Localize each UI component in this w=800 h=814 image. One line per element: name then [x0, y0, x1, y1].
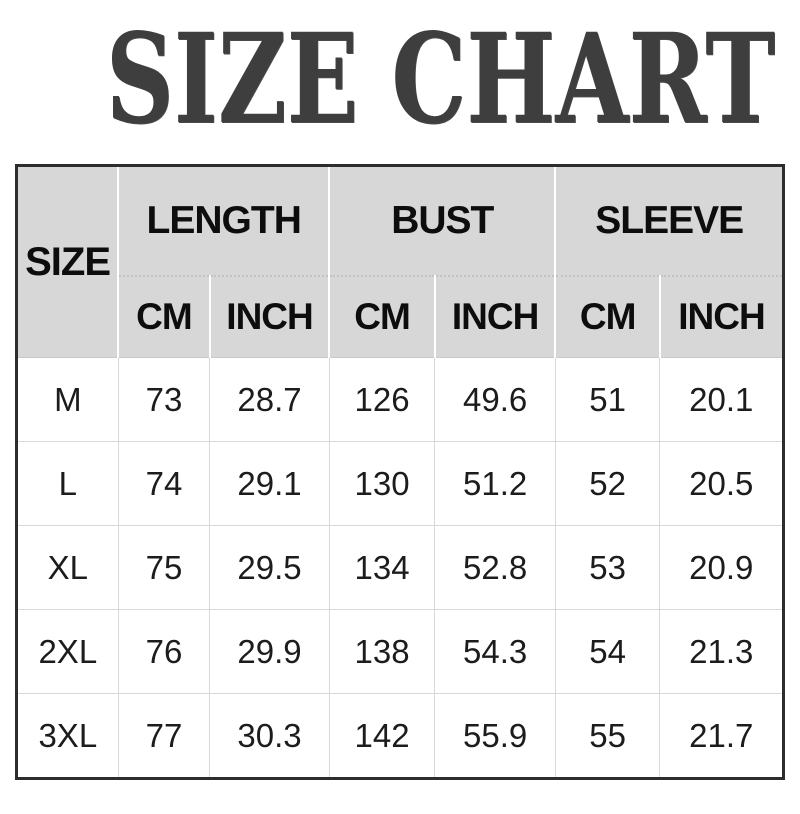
size-chart-table: SIZE LENGTH BUST SLEEVE CM INCH CM INCH … — [15, 164, 785, 780]
value-cell: 53 — [554, 525, 661, 610]
value-cell: 29.1 — [209, 441, 330, 526]
column-group-bust: BUST — [328, 165, 557, 277]
column-subheader-bust-inch: INCH — [433, 276, 557, 358]
page-title-text: SIZE CHART — [105, 7, 776, 152]
column-subheader-length-inch: INCH — [208, 276, 331, 358]
table-row: L 74 29.1 130 51.2 52 20.5 — [16, 441, 784, 526]
value-cell: 73 — [117, 357, 211, 442]
table-row: XL 75 29.5 134 52.8 53 20.9 — [16, 525, 784, 610]
value-cell: 55 — [554, 693, 661, 779]
column-subheader-sleeve-inch: INCH — [658, 276, 785, 358]
size-cell: XL — [16, 525, 119, 610]
value-cell: 54 — [554, 609, 661, 694]
value-cell: 77 — [117, 693, 211, 779]
size-cell: 2XL — [16, 609, 119, 694]
value-cell: 20.9 — [659, 525, 784, 610]
value-cell: 126 — [328, 357, 436, 442]
value-cell: 49.6 — [434, 357, 556, 442]
value-cell: 75 — [117, 525, 211, 610]
size-cell: 3XL — [16, 693, 119, 779]
table-body: M 73 28.7 126 49.6 51 20.1 L 74 29.1 130… — [16, 357, 784, 779]
value-cell: 20.5 — [659, 441, 784, 526]
column-group-length: LENGTH — [117, 165, 331, 277]
value-cell: 51.2 — [434, 441, 556, 526]
column-subheader-sleeve-cm: CM — [554, 276, 661, 358]
value-cell: 29.9 — [209, 609, 330, 694]
value-cell: 138 — [328, 609, 436, 694]
value-cell: 28.7 — [209, 357, 330, 442]
size-cell: M — [16, 357, 119, 442]
column-group-sleeve: SLEEVE — [554, 165, 785, 277]
table-row: 3XL 77 30.3 142 55.9 55 21.7 — [16, 693, 784, 779]
value-cell: 76 — [117, 609, 211, 694]
page-title: SIZE CHART — [0, 14, 800, 146]
value-cell: 55.9 — [434, 693, 556, 779]
column-subheader-bust-cm: CM — [328, 276, 436, 358]
value-cell: 54.3 — [434, 609, 556, 694]
value-cell: 29.5 — [209, 525, 330, 610]
value-cell: 74 — [117, 441, 211, 526]
value-cell: 51 — [554, 357, 661, 442]
value-cell: 134 — [328, 525, 436, 610]
value-cell: 52.8 — [434, 525, 556, 610]
value-cell: 130 — [328, 441, 436, 526]
value-cell: 52 — [554, 441, 661, 526]
column-header-size: SIZE — [16, 165, 120, 358]
column-subheader-length-cm: CM — [117, 276, 211, 358]
value-cell: 20.1 — [659, 357, 784, 442]
table-row: M 73 28.7 126 49.6 51 20.1 — [16, 357, 784, 442]
value-cell: 21.7 — [659, 693, 784, 779]
value-cell: 30.3 — [209, 693, 330, 779]
table-header: SIZE LENGTH BUST SLEEVE CM INCH CM INCH … — [16, 165, 785, 358]
table-row: 2XL 76 29.9 138 54.3 54 21.3 — [16, 609, 784, 694]
value-cell: 142 — [328, 693, 436, 779]
value-cell: 21.3 — [659, 609, 784, 694]
size-cell: L — [16, 441, 119, 526]
header-unit-row: CM INCH CM INCH CM INCH — [17, 276, 785, 358]
header-group-row: SIZE LENGTH BUST SLEEVE — [16, 165, 785, 358]
